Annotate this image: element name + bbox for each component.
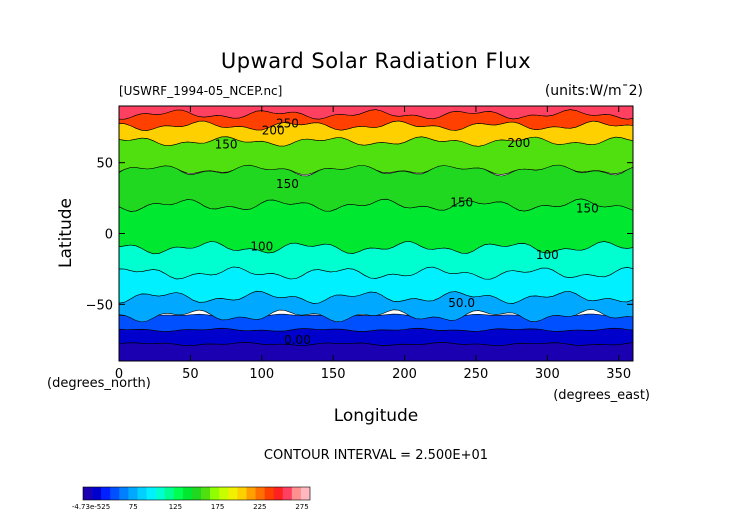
x-tick-label: 300 bbox=[535, 367, 560, 382]
colorbar-swatch bbox=[282, 487, 293, 500]
colorbar-label: 225 bbox=[253, 503, 266, 511]
colorbar-swatch bbox=[164, 487, 175, 500]
y-axis: −50 0 50 bbox=[86, 157, 633, 313]
x-tick-label: 100 bbox=[249, 367, 274, 382]
x-tick-label: 250 bbox=[464, 367, 489, 382]
colorbar-swatch bbox=[300, 487, 311, 500]
colorbar-label: -4.73e-525 bbox=[72, 503, 110, 511]
x-tick-label: 200 bbox=[392, 367, 417, 382]
colorbar-swatch bbox=[101, 487, 111, 500]
colorbar-label: 175 bbox=[211, 503, 224, 511]
x-axis-title: Longitude bbox=[334, 406, 419, 426]
y-unit-label: (degrees_north) bbox=[47, 376, 151, 391]
contour-label: 0.00 bbox=[284, 333, 311, 347]
colorbar-swatch bbox=[83, 487, 93, 500]
contour-interval-text: CONTOUR INTERVAL = 2.500E+01 bbox=[264, 448, 488, 463]
colorbar-swatch bbox=[137, 487, 147, 500]
contour-label: 150 bbox=[215, 138, 238, 152]
colorbar-swatch bbox=[146, 487, 156, 500]
colorbar-swatch bbox=[219, 487, 229, 500]
plot-area bbox=[119, 106, 633, 361]
colorbar-swatch bbox=[255, 487, 265, 500]
colorbar-swatch bbox=[264, 487, 274, 500]
contour-label: 50.0 bbox=[448, 296, 475, 310]
contour-label: 200 bbox=[262, 123, 285, 137]
contour-label: 150 bbox=[276, 177, 299, 191]
colorbar-label: 75 bbox=[129, 503, 138, 511]
colorbar-swatch bbox=[92, 487, 102, 500]
colorbar-swatch bbox=[210, 487, 220, 500]
contour-label: 150 bbox=[576, 201, 599, 215]
colorbar-swatch bbox=[110, 487, 120, 500]
colorbar-swatch bbox=[191, 487, 202, 500]
colorbar-swatch bbox=[228, 487, 238, 500]
colorbar-labels: -4.73e-525 75 125 175 225 275 bbox=[72, 503, 309, 511]
y-tick-label: −50 bbox=[86, 298, 113, 313]
colorbar-swatch bbox=[246, 487, 256, 500]
contour-label: 250 bbox=[276, 116, 299, 130]
x-unit-label: (degrees_east) bbox=[553, 388, 650, 403]
contour-label: 200 bbox=[507, 136, 530, 150]
y-tick-label: 50 bbox=[96, 157, 113, 172]
x-tick-label: 0 bbox=[115, 367, 123, 382]
contour-label: 100 bbox=[250, 240, 273, 254]
colorbar-swatch bbox=[273, 487, 284, 500]
lat-band bbox=[119, 198, 633, 255]
colorbar-swatch bbox=[182, 487, 193, 500]
lat-band bbox=[119, 313, 633, 332]
colorbar-label: 275 bbox=[295, 503, 308, 511]
colorbar-swatch bbox=[119, 487, 129, 500]
colorbar-swatch bbox=[128, 487, 138, 500]
colorbar-swatch bbox=[201, 487, 211, 500]
source-file-label: [USWRF_1994-05_NCEP.nc] bbox=[119, 84, 282, 98]
colorbar-frame bbox=[82, 486, 311, 501]
colorbar-swatch bbox=[237, 487, 247, 500]
y-axis-title: Latitude bbox=[56, 198, 76, 268]
x-tick-label: 350 bbox=[606, 367, 631, 382]
contour-label: 100 bbox=[536, 248, 559, 262]
x-tick-label: 150 bbox=[321, 367, 346, 382]
colorbar-swatch bbox=[291, 487, 302, 500]
chart-title: Upward Solar Radiation Flux bbox=[221, 49, 531, 73]
lat-band bbox=[119, 163, 633, 212]
colorbar-swatch bbox=[173, 487, 184, 500]
x-axis: 0 50 100 150 200 250 300 350 bbox=[115, 106, 631, 382]
units-label: (units:W/m¯2) bbox=[545, 83, 643, 99]
colorbar-label: 125 bbox=[169, 503, 182, 511]
contour-label: 150 bbox=[450, 196, 473, 210]
colorbar bbox=[82, 486, 311, 501]
colorbar-swatch bbox=[155, 487, 166, 500]
y-tick-label: 0 bbox=[105, 228, 113, 243]
x-tick-label: 50 bbox=[182, 367, 199, 382]
lat-band bbox=[119, 106, 633, 120]
